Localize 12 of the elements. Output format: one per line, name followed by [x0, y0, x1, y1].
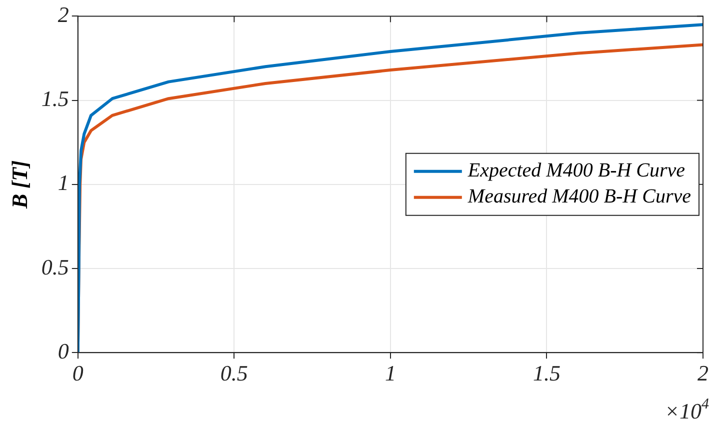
- x-tick-label: 0.5: [220, 360, 248, 386]
- y-tick-label: 0.5: [41, 254, 69, 280]
- legend-label: Measured M400 B-H Curve: [466, 186, 692, 208]
- x-tick-label: 2: [698, 360, 708, 386]
- y-axis-title: B [T]: [6, 160, 32, 210]
- y-tick-label: 1: [58, 170, 69, 196]
- y-tick-label: 0: [58, 338, 69, 364]
- y-tick-label: 1.5: [41, 86, 69, 112]
- x-tick-label: 1.5: [532, 360, 560, 386]
- legend-label: Expected M400 B-H Curve: [466, 160, 686, 182]
- x-tick-label: 1: [384, 360, 396, 386]
- y-tick-label: 2: [58, 2, 69, 27]
